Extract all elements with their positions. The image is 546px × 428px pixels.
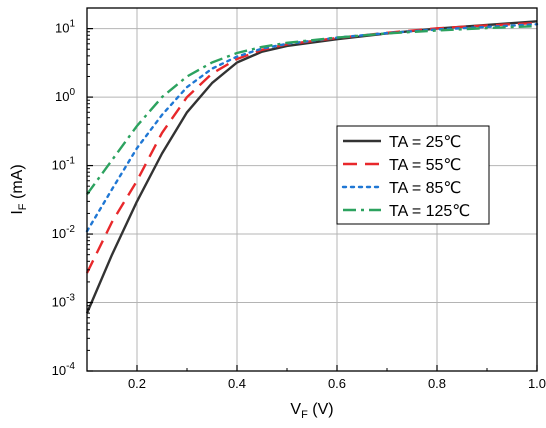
y-tick-label: 10-1 [52, 156, 76, 173]
x-tick-label: 0.2 [128, 376, 146, 391]
y-tick-label: 100 [55, 87, 75, 104]
x-ticks: 0.2 0.4 0.6 0.8 1.0 [86, 365, 546, 391]
series-lines [85, 20, 539, 314]
series-line [85, 21, 538, 274]
x-tick-label: 0.6 [328, 376, 346, 391]
legend: TA = 25℃ TA = 55℃ TA = 85℃ TA = 125℃ [336, 125, 490, 225]
y-tick-label: 10-3 [52, 293, 76, 310]
x-tick-label: 0.8 [428, 376, 446, 391]
y-tick-label: 101 [55, 19, 75, 36]
series-line [85, 20, 538, 314]
legend-label: TA = 125℃ [389, 203, 470, 220]
legend-label: TA = 85℃ [389, 180, 461, 197]
x-axis-label: VF (V) [290, 401, 333, 421]
plot-frame [86, 7, 538, 372]
series-line [85, 23, 539, 233]
y-tick-label: 10-2 [52, 224, 76, 241]
legend-label: TA = 25℃ [389, 134, 461, 151]
x-tick-label: 0.4 [228, 376, 246, 391]
legend-box [336, 125, 490, 225]
y-tick-label: 10-4 [52, 361, 76, 378]
legend-label: TA = 55℃ [389, 157, 461, 174]
y-axis-label: IF (mA) [9, 164, 29, 214]
x-tick-label: 1.0 [528, 376, 546, 391]
y-ticks: 10-4 10-3 10-2 10-1 100 101 [52, 7, 93, 378]
